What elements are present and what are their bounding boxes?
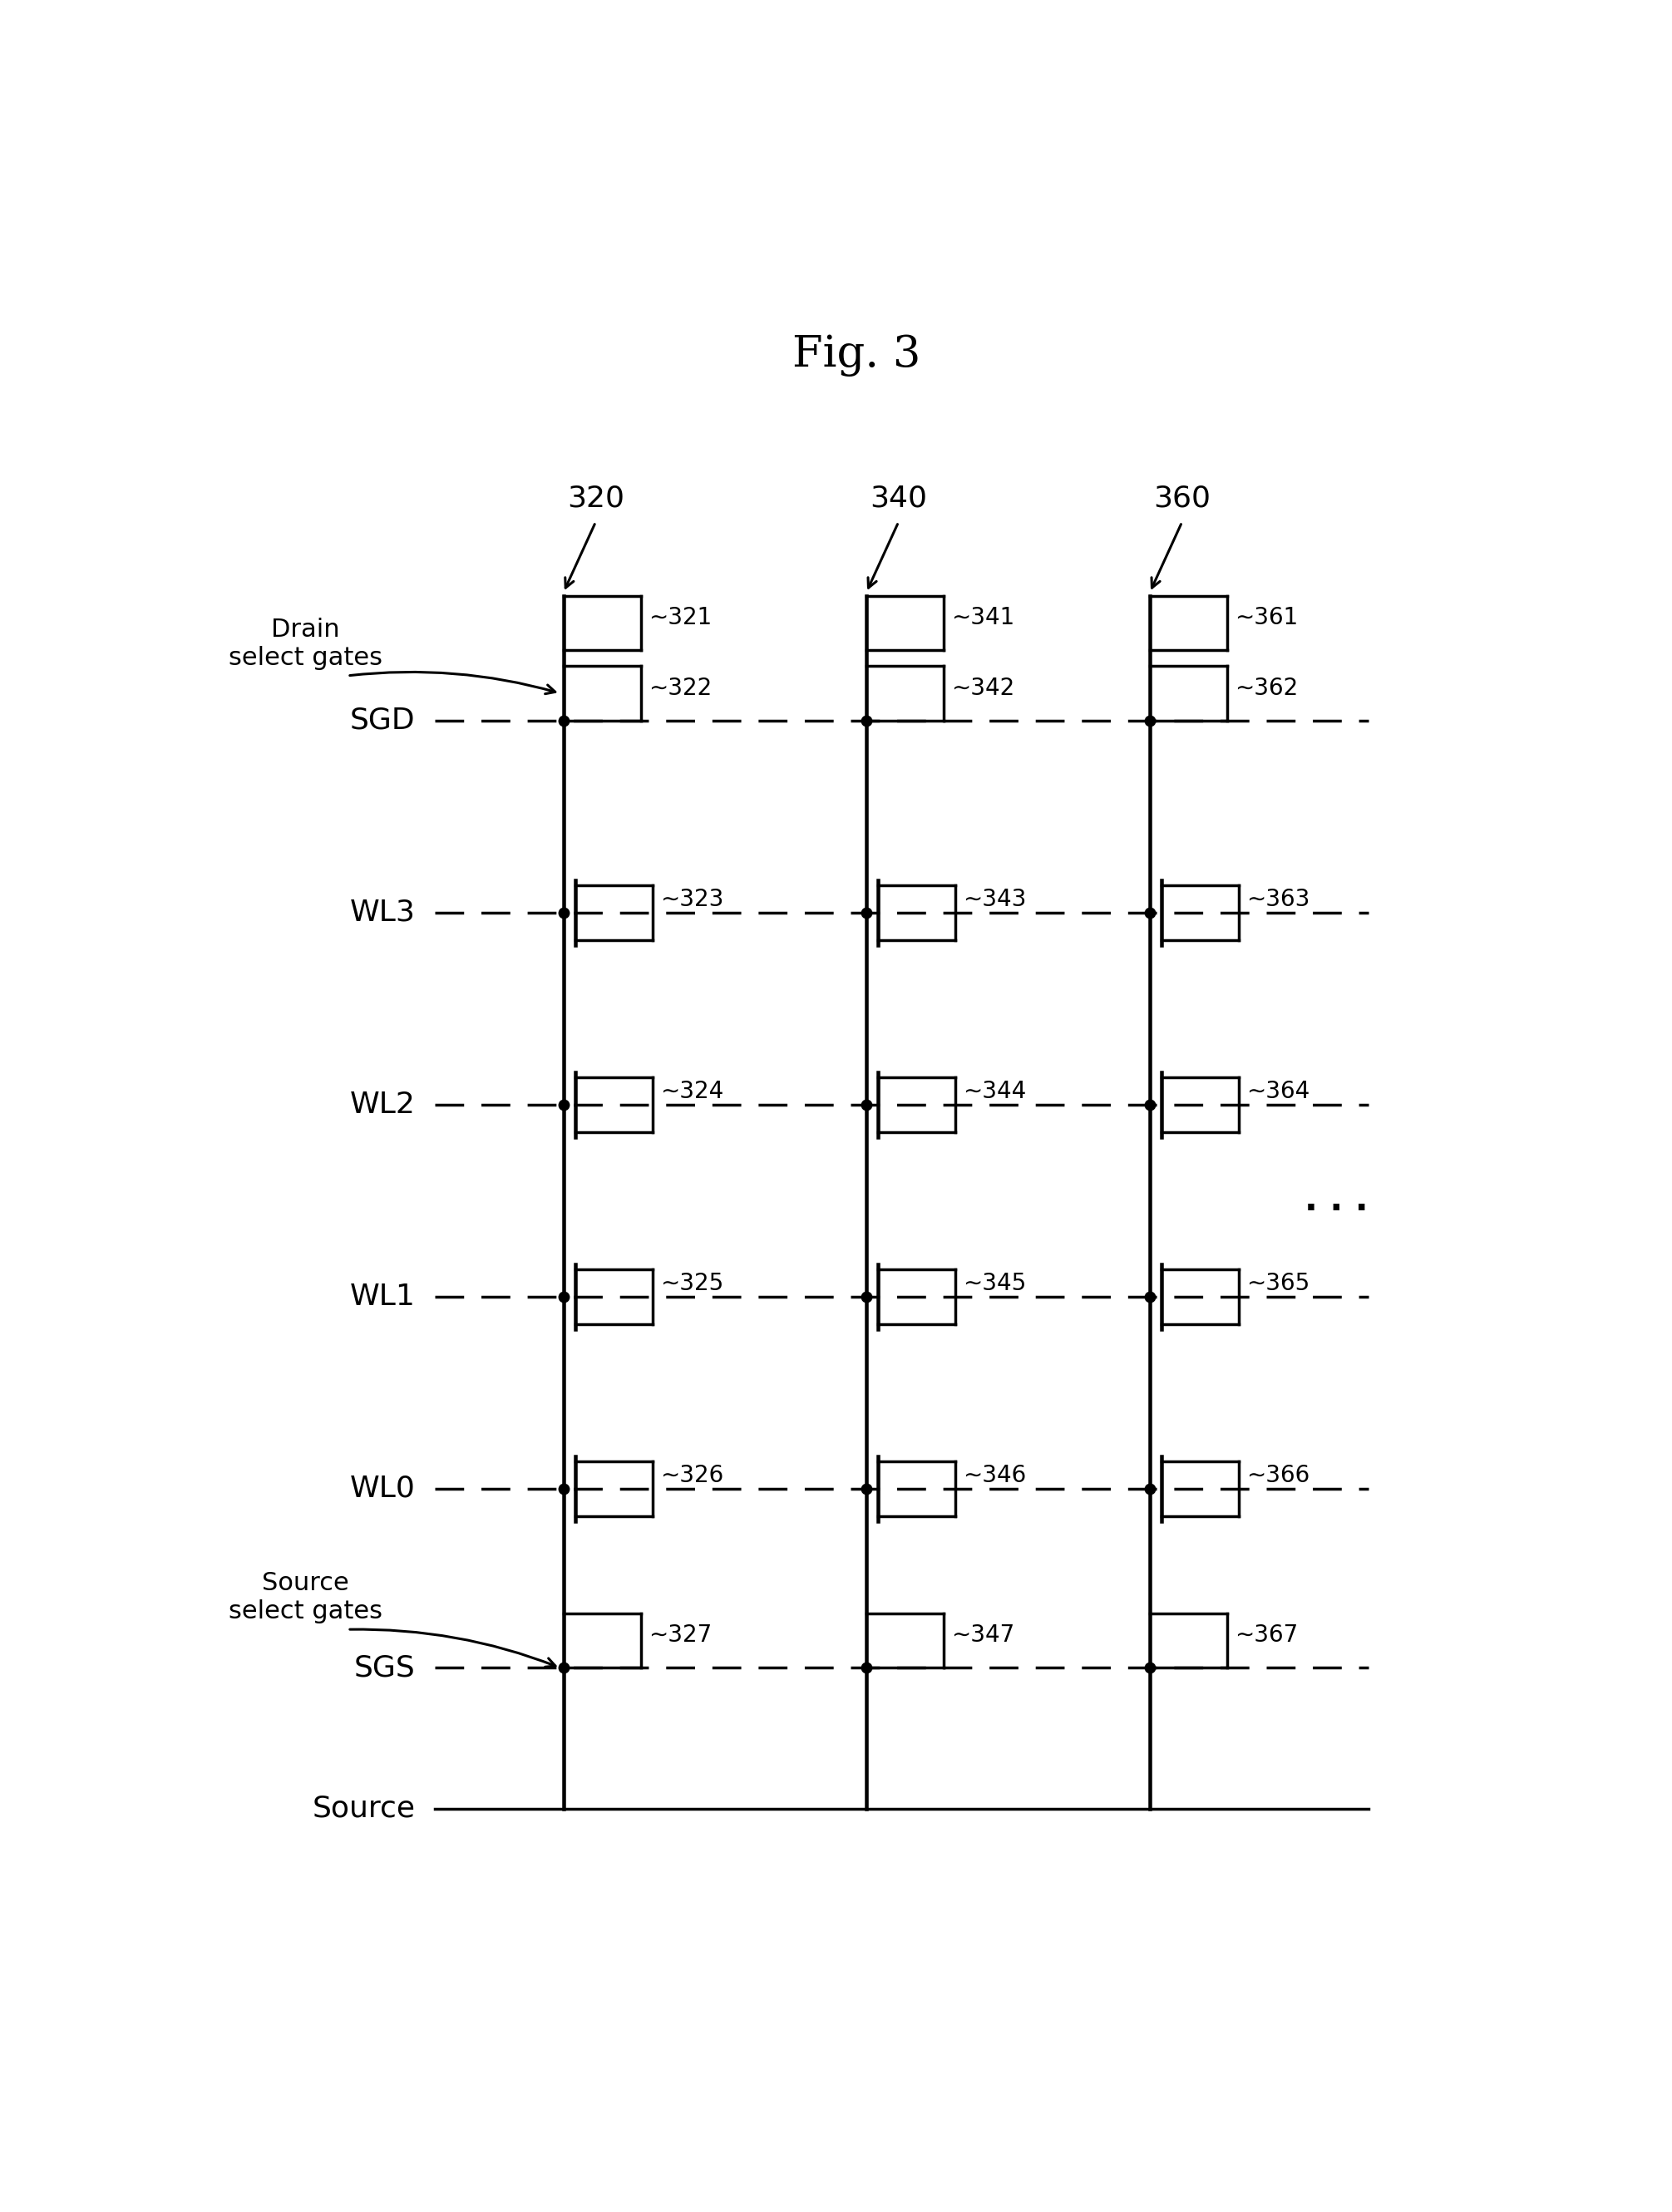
Text: ∼343: ∼343	[963, 887, 1027, 911]
Text: WL2: WL2	[349, 1091, 415, 1119]
Text: WL0: WL0	[349, 1475, 415, 1502]
Text: ∼361: ∼361	[1236, 606, 1297, 628]
Text: Fig. 3: Fig. 3	[793, 334, 921, 376]
Text: ∼323: ∼323	[660, 887, 724, 911]
Text: ∼346: ∼346	[963, 1464, 1027, 1486]
Text: ∼322: ∼322	[649, 677, 712, 699]
Text: ∼345: ∼345	[963, 1272, 1027, 1296]
Text: ∼326: ∼326	[660, 1464, 724, 1486]
Text: SGS: SGS	[354, 1655, 415, 1681]
Text: ∼364: ∼364	[1246, 1079, 1309, 1104]
Text: 320: 320	[567, 484, 624, 513]
Text: ∼347: ∼347	[951, 1624, 1015, 1648]
Text: ∼365: ∼365	[1246, 1272, 1309, 1296]
Text: ∼367: ∼367	[1236, 1624, 1297, 1648]
Text: Source
select gates: Source select gates	[229, 1571, 383, 1624]
Text: . . .: . . .	[1304, 1183, 1368, 1219]
Text: ∼341: ∼341	[951, 606, 1015, 628]
Text: WL1: WL1	[349, 1283, 415, 1312]
Text: SGD: SGD	[349, 706, 415, 734]
Text: ∼366: ∼366	[1246, 1464, 1309, 1486]
Text: ∼363: ∼363	[1246, 887, 1309, 911]
Text: ∼325: ∼325	[660, 1272, 724, 1296]
Text: Source: Source	[313, 1794, 415, 1823]
Text: ∼321: ∼321	[649, 606, 712, 628]
Text: ∼342: ∼342	[951, 677, 1015, 699]
Text: ∼324: ∼324	[660, 1079, 724, 1104]
Text: WL3: WL3	[349, 898, 415, 927]
Text: Drain
select gates: Drain select gates	[229, 617, 383, 670]
Text: ∼344: ∼344	[963, 1079, 1027, 1104]
Text: ∼362: ∼362	[1236, 677, 1297, 699]
Text: 360: 360	[1154, 484, 1211, 513]
Text: ∼327: ∼327	[649, 1624, 712, 1648]
Text: 340: 340	[869, 484, 928, 513]
